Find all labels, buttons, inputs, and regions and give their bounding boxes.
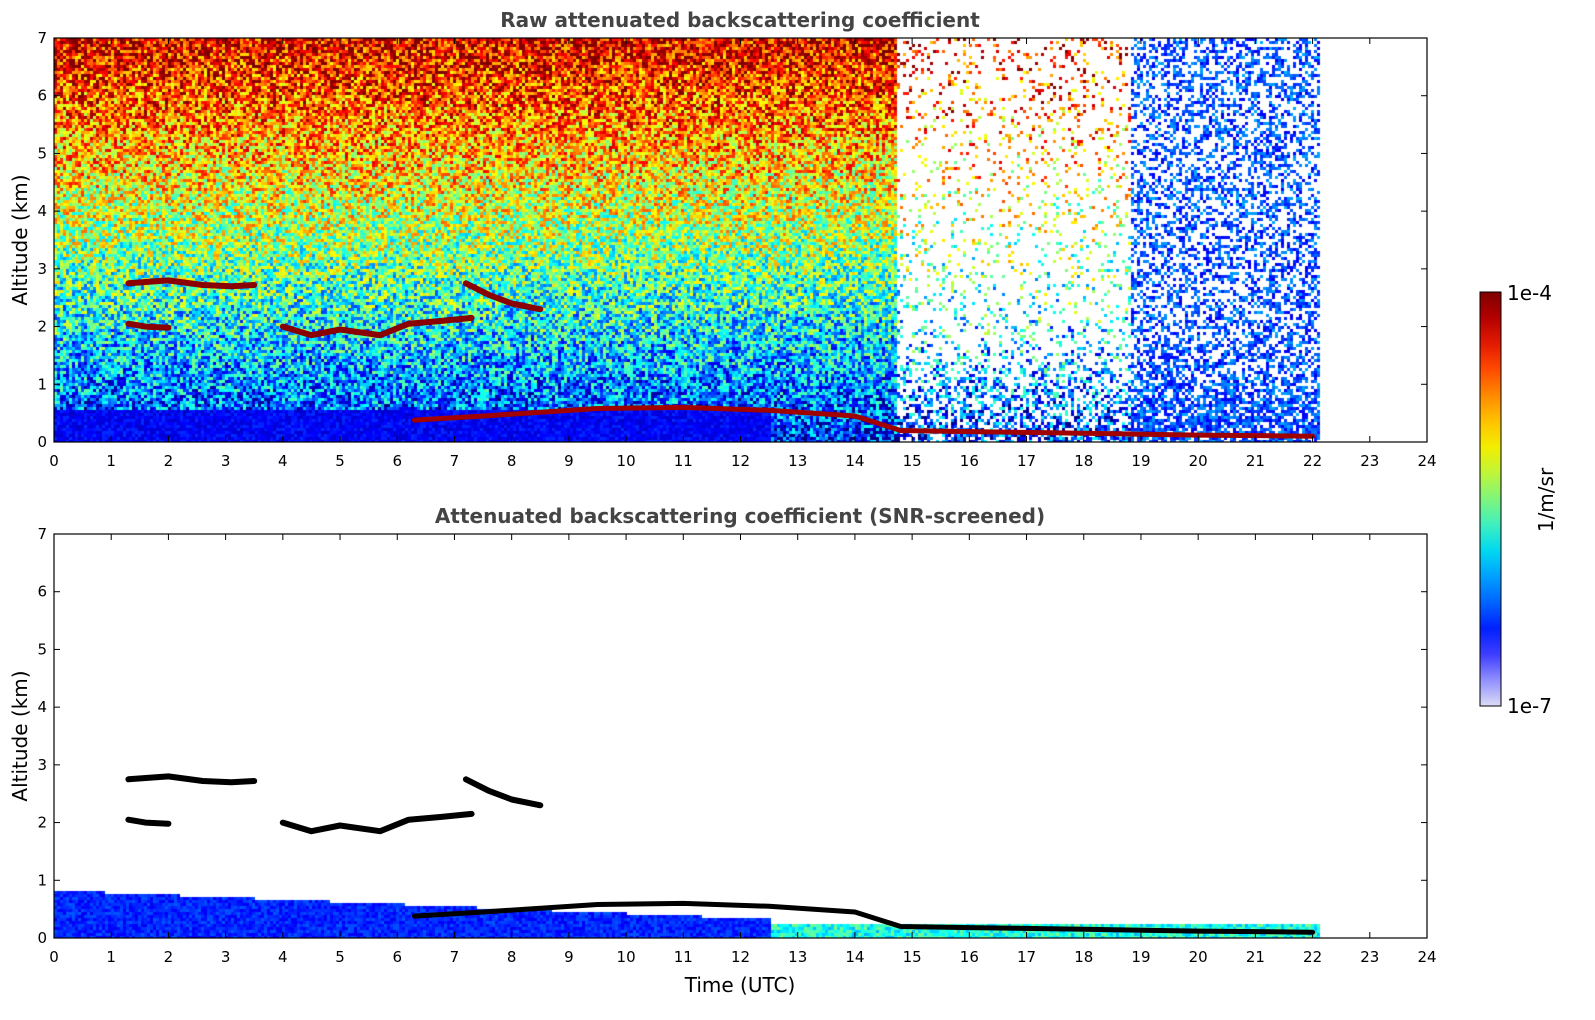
- panel-raw-y-axis: 0 1 2 3 4 5 6 7: [37, 29, 1427, 451]
- x-tick-label: 10: [617, 948, 636, 966]
- colorbar-min-label: 1e-7: [1507, 694, 1552, 718]
- cloud-layer-0: [125, 773, 258, 786]
- raw-backscatter-field: [54, 38, 1427, 442]
- y-tick-label: 3: [37, 756, 47, 774]
- x-tick-label: 12: [731, 452, 750, 470]
- x-tick-label: 16: [960, 452, 979, 470]
- x-tick-label: 9: [564, 452, 574, 470]
- x-tick-label: 11: [674, 948, 693, 966]
- panel-raw-title: Raw attenuated backscattering coefficien…: [500, 8, 980, 32]
- panel-raw-ylabel: Altitude (km): [8, 174, 32, 305]
- cloud-layer-3: [462, 280, 544, 313]
- x-tick-label: 0: [49, 452, 59, 470]
- y-tick-label: 1: [37, 871, 47, 889]
- x-tick-label: 19: [1131, 452, 1150, 470]
- x-tick-label: 7: [450, 452, 460, 470]
- x-tick-label: 1: [106, 452, 116, 470]
- colorbar: 1e-4 1e-7 1/m/sr: [1479, 281, 1558, 718]
- panel-screened: Attenuated backscattering coefficient (S…: [8, 504, 1437, 997]
- x-tick-label: 6: [392, 948, 402, 966]
- x-tick-label: 11: [674, 452, 693, 470]
- y-tick-label: 7: [37, 525, 47, 543]
- x-tick-label: 12: [731, 948, 750, 966]
- y-tick-label: 0: [37, 433, 47, 451]
- y-tick-label: 3: [37, 260, 47, 278]
- x-tick-label: 8: [507, 948, 517, 966]
- y-tick-label: 5: [37, 640, 47, 658]
- panel-raw: Raw attenuated backscattering coefficien…: [8, 8, 1437, 470]
- x-tick-label: 24: [1417, 948, 1436, 966]
- boundary-layer-trace: [411, 404, 1316, 439]
- cloud-layer-0: [125, 277, 258, 290]
- x-tick-label: 16: [960, 948, 979, 966]
- panel-screened-plot-area: [54, 534, 1427, 938]
- x-tick-label: 21: [1246, 452, 1265, 470]
- colorbar-gradient: [1479, 291, 1502, 707]
- panel-screened-xlabel: Time (UTC): [684, 973, 796, 997]
- x-tick-label: 20: [1189, 452, 1208, 470]
- x-tick-label: 22: [1303, 452, 1322, 470]
- x-tick-label: 13: [788, 452, 807, 470]
- x-tick-label: 2: [164, 452, 174, 470]
- cloud-layer-1: [125, 816, 172, 827]
- y-tick-label: 7: [37, 29, 47, 47]
- x-tick-label: 24: [1417, 452, 1436, 470]
- panel-raw-plot-area: [54, 38, 1427, 442]
- y-tick-label: 0: [37, 929, 47, 947]
- x-tick-label: 14: [845, 948, 864, 966]
- x-tick-label: 4: [278, 452, 288, 470]
- x-tick-label: 19: [1131, 948, 1150, 966]
- y-tick-label: 6: [37, 583, 47, 601]
- panel-screened-title: Attenuated backscattering coefficient (S…: [435, 504, 1045, 528]
- x-tick-label: 5: [335, 948, 345, 966]
- cloud-layer-2: [279, 314, 475, 339]
- y-tick-label: 1: [37, 375, 47, 393]
- x-tick-label: 17: [1017, 948, 1036, 966]
- panel-screened-x-axis: 0 1 2 3 4 5 6 7 8 9 10 11 12 13 14 15 16 17 18 19 20 21 22 23 24: [49, 534, 1437, 966]
- y-tick-label: 4: [37, 698, 47, 716]
- x-tick-label: 13: [788, 948, 807, 966]
- x-tick-label: 3: [221, 452, 231, 470]
- x-tick-label: 15: [903, 452, 922, 470]
- x-tick-label: 6: [392, 452, 402, 470]
- x-tick-label: 17: [1017, 452, 1036, 470]
- x-tick-label: 18: [1074, 452, 1093, 470]
- x-tick-label: 23: [1360, 948, 1379, 966]
- y-tick-label: 5: [37, 144, 47, 162]
- cloud-layer-3: [462, 776, 544, 809]
- x-tick-label: 1: [106, 948, 116, 966]
- x-tick-label: 9: [564, 948, 574, 966]
- boundary-layer-trace: [411, 900, 1316, 935]
- x-tick-label: 22: [1303, 948, 1322, 966]
- panel-raw-x-axis: 0 1 2 3 4 5 6 7 8 9 10 11 12 13 14 15 16 17 18 19 20 21 22 23 24: [49, 38, 1437, 470]
- x-tick-label: 20: [1189, 948, 1208, 966]
- x-tick-label: 7: [450, 948, 460, 966]
- x-tick-label: 21: [1246, 948, 1265, 966]
- x-tick-label: 8: [507, 452, 517, 470]
- y-tick-label: 2: [37, 814, 47, 832]
- cloud-layer-1: [125, 320, 172, 331]
- x-tick-label: 2: [164, 948, 174, 966]
- x-tick-label: 18: [1074, 948, 1093, 966]
- x-tick-label: 10: [617, 452, 636, 470]
- y-tick-label: 4: [37, 202, 47, 220]
- x-tick-label: 4: [278, 948, 288, 966]
- cloud-layer-2: [279, 810, 475, 835]
- panel-screened-y-axis: 0 1 2 3 4 5 6 7: [37, 525, 1427, 947]
- y-tick-label: 2: [37, 318, 47, 336]
- x-tick-label: 15: [903, 948, 922, 966]
- colorbar-unit-label: 1/m/sr: [1534, 467, 1558, 532]
- screened-backscatter-field: [54, 534, 1427, 938]
- x-tick-label: 14: [845, 452, 864, 470]
- x-tick-label: 23: [1360, 452, 1379, 470]
- x-tick-label: 0: [49, 948, 59, 966]
- x-tick-label: 5: [335, 452, 345, 470]
- y-tick-label: 6: [37, 87, 47, 105]
- colorbar-max-label: 1e-4: [1507, 281, 1552, 305]
- x-tick-label: 3: [221, 948, 231, 966]
- panel-screened-ylabel: Altitude (km): [8, 670, 32, 801]
